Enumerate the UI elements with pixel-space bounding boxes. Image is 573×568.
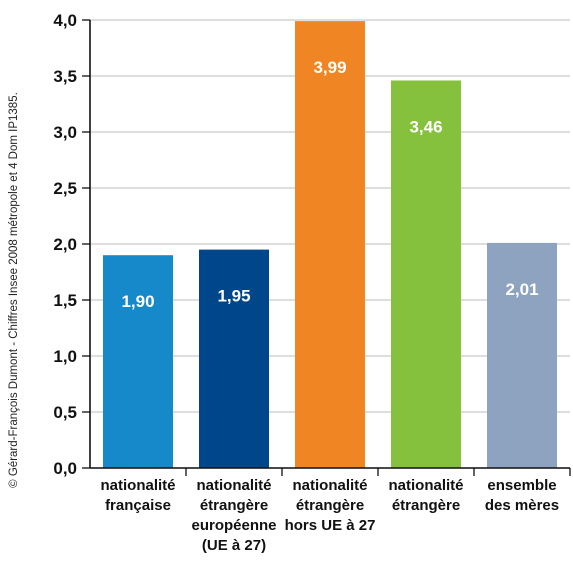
- category-label-line: ensemble: [487, 477, 556, 494]
- category-label-line: nationalité: [100, 477, 175, 494]
- category-label: nationalité française: [100, 477, 175, 514]
- data-label: 3,46: [409, 117, 442, 136]
- bar: [487, 242, 557, 468]
- data-label: 1,95: [217, 287, 250, 306]
- y-tick-label: 2,5: [53, 179, 77, 198]
- category-label-line: étrangère: [200, 497, 268, 514]
- category-label-line: française: [105, 497, 171, 514]
- category-label-line: (UE à 27): [202, 537, 266, 554]
- data-labels: 1,90 1,95 3,99 3,46 2,01: [121, 58, 538, 311]
- y-tick-labels: 0,0 0,5 1,0 1,5 2,0 2,5 3,0 3,5 4,0: [53, 11, 77, 478]
- bar: [295, 21, 365, 469]
- credit-text: © Gérard-François Dumont - Chiffres Inse…: [8, 92, 20, 488]
- y-tick-label: 1,0: [53, 347, 77, 366]
- axes: [82, 19, 571, 476]
- y-tick-label: 3,0: [53, 123, 77, 142]
- category-label: nationalité étrangère européenne (UE à 27): [191, 477, 276, 554]
- category-label: nationalité étrangère hors UE à 27: [285, 477, 376, 534]
- category-label: nationalité étrangère: [388, 477, 463, 514]
- category-label-line: étrangère: [296, 497, 364, 514]
- data-label: 3,99: [313, 58, 346, 77]
- y-tick-label: 0,0: [53, 459, 77, 478]
- category-label-line: nationalité: [196, 477, 271, 494]
- y-tick-label: 3,5: [53, 67, 77, 86]
- bars: [103, 21, 557, 469]
- y-tick-label: 0,5: [53, 403, 77, 422]
- category-label-line: nationalité: [388, 477, 463, 494]
- bar: [103, 255, 173, 468]
- y-tick-label: 4,0: [53, 11, 77, 30]
- category-label-line: européenne: [191, 517, 276, 534]
- bar: [199, 249, 269, 468]
- category-label-line: hors UE à 27: [285, 517, 376, 534]
- y-tick-label: 2,0: [53, 235, 77, 254]
- bar: [391, 80, 461, 468]
- y-tick-label: 1,5: [53, 291, 77, 310]
- category-label: ensemble des mères: [485, 477, 559, 514]
- data-label: 1,90: [121, 292, 154, 311]
- category-label-line: nationalité: [292, 477, 367, 494]
- category-label-line: étrangère: [392, 497, 460, 514]
- category-label-line: des mères: [485, 497, 559, 514]
- data-label: 2,01: [505, 280, 538, 299]
- x-category-labels: nationalité française nationalité étrangère…: [100, 477, 559, 554]
